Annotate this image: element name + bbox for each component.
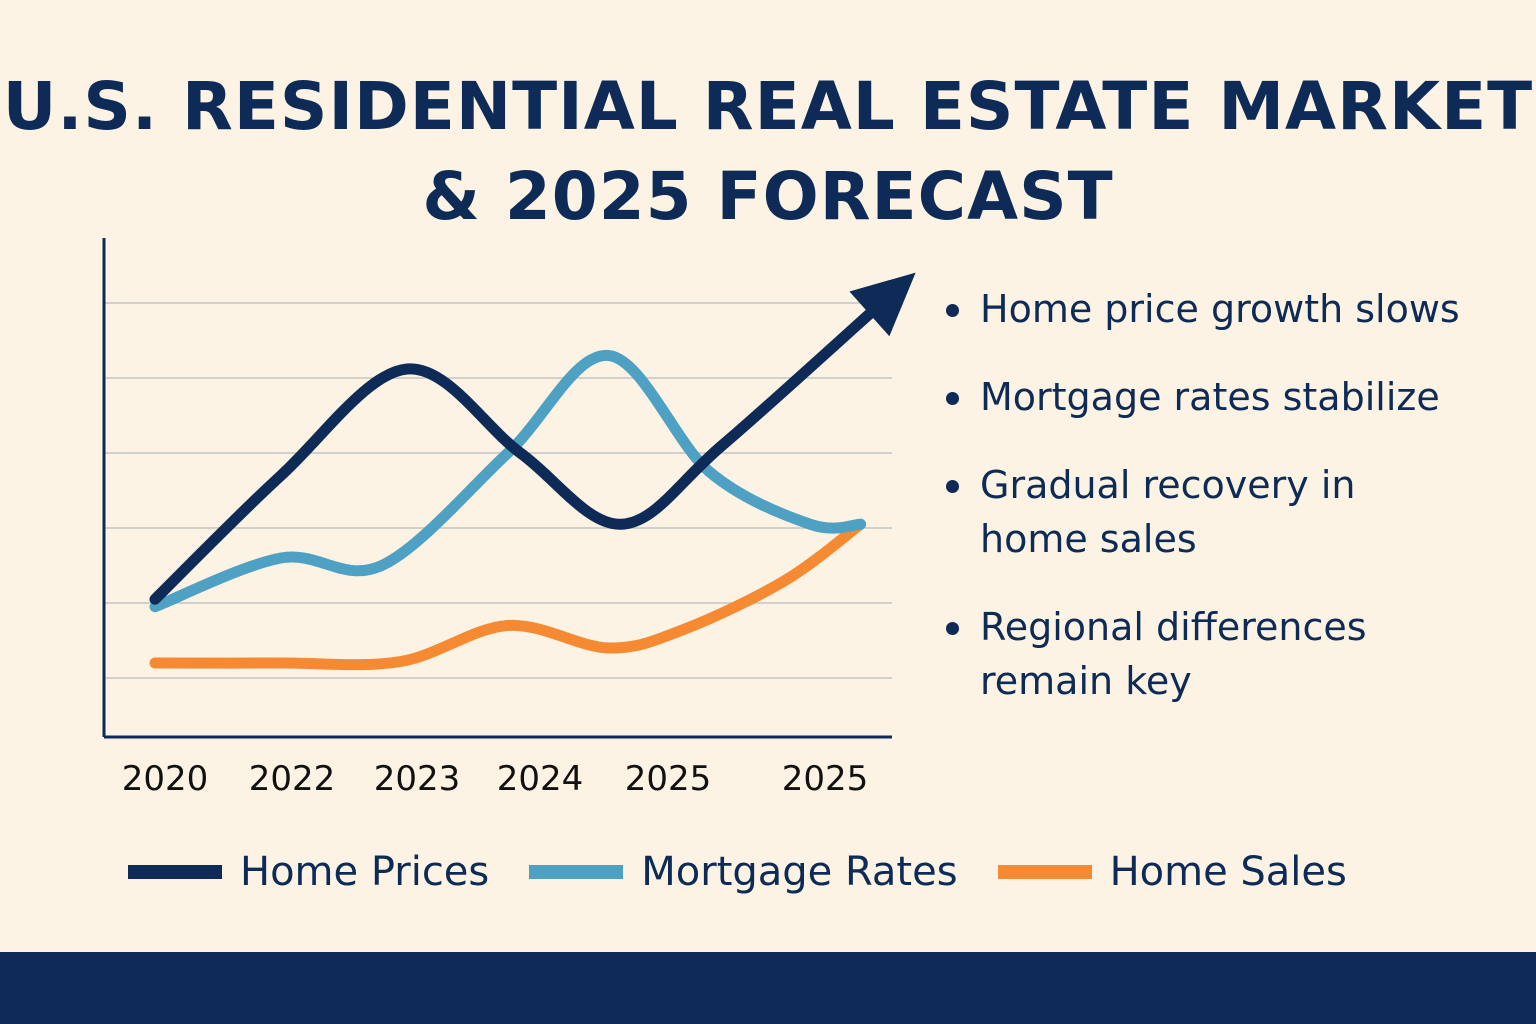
key-point: Mortgage rates stabilize (944, 370, 1504, 424)
x-tick-labels: 2020 2022 2023 2024 2025 2025 (122, 759, 869, 799)
legend-item-home-sales: Home Sales (997, 849, 1347, 895)
axes (102, 238, 892, 739)
x-tick-label: 2025 (625, 759, 712, 799)
x-tick-label: 2025 (782, 759, 869, 799)
x-tick-label: 2022 (249, 759, 336, 799)
series-lines (149, 272, 916, 671)
chart-title-line-1: U.S. RESIDENTIAL REAL ESTATE MARKET (2, 68, 1534, 145)
x-tick-label: 2024 (497, 759, 584, 799)
grid-lines (104, 302, 892, 679)
legend-label: Mortgage Rates (641, 849, 958, 895)
chart-title-line-2: & 2025 FORECAST (422, 158, 1114, 235)
key-point: Regional differences remain key (944, 600, 1410, 708)
legend-label: Home Sales (1109, 849, 1347, 895)
key-points-list: Home price growth slows Mortgage rates s… (944, 282, 1504, 742)
footer-bar (0, 952, 1536, 1024)
x-tick-label: 2020 (122, 759, 209, 799)
series-line-mortgage-rates (149, 350, 867, 613)
chart-legend: Home Prices Mortgage Rates Home Sales (128, 842, 1387, 902)
legend-swatch-home-sales (997, 865, 1092, 879)
x-tick-label: 2023 (374, 759, 461, 799)
key-point: Gradual recovery in home sales (944, 458, 1410, 566)
legend-swatch-home-prices (128, 865, 222, 879)
chart-title: U.S. RESIDENTIAL REAL ESTATE MARKET & 20… (0, 62, 1536, 242)
legend-label: Home Prices (240, 849, 490, 895)
series-line-home-prices (149, 293, 892, 605)
legend-item-mortgage-rates: Mortgage Rates (529, 849, 958, 895)
arrowhead-home-prices (849, 272, 916, 337)
series-line-home-sales (149, 518, 867, 671)
legend-item-home-prices: Home Prices (128, 849, 489, 895)
legend-swatch-mortgage-rates (529, 865, 624, 879)
key-point: Home price growth slows (944, 282, 1504, 336)
